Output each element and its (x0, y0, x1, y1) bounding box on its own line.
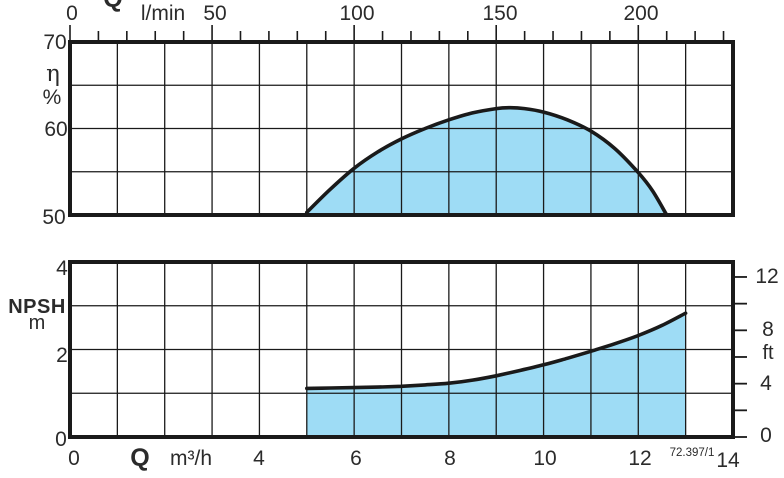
top-axis-quantity-label: Q (103, 0, 122, 12)
eta-symbol-label: η (46, 61, 60, 87)
bottom-axis-tick-10: 10 (533, 447, 557, 470)
bottom-axis-tick-6: 6 (350, 447, 362, 470)
bottom-axis-tick-4: 4 (253, 447, 265, 470)
top-axis-unit-label: l/min (140, 2, 186, 25)
ft-axis-tick-0: 0 (760, 424, 772, 447)
npsh-axis-label: NPSH (8, 296, 66, 318)
bottom-axis-quantity-label: Q (130, 444, 150, 472)
bottom-axis-tick-0: 0 (68, 447, 80, 470)
top-axis-tick-50: 50 (203, 2, 227, 25)
figure-code-annotation: 72.397/1 (669, 447, 715, 459)
eta-axis-tick-50: 50 (42, 206, 66, 229)
ft-axis-tick-8: 8 (762, 318, 774, 341)
top-axis-tick-100: 100 (339, 2, 375, 25)
npsh-axis-tick-4: 4 (56, 257, 68, 280)
bottom-axis-tick-12: 12 (628, 447, 652, 470)
npsh-axis-tick-0: 0 (55, 428, 67, 451)
ft-axis-tick-4: 4 (760, 372, 772, 395)
top-axis-tick-0: 0 (66, 2, 78, 25)
bottom-axis-tick-8: 8 (444, 447, 456, 470)
ft-axis-tick-12: 12 (755, 265, 779, 288)
npsh-unit-label: m (28, 312, 46, 334)
bottom-axis-tick-14: 14 (716, 449, 740, 472)
eta-axis-tick-60: 60 (44, 118, 68, 141)
eta-unit-label: % (42, 86, 62, 109)
ft-axis-unit-label: ft (762, 342, 774, 364)
eta-axis-tick-70: 70 (43, 31, 67, 54)
top-axis-tick-200: 200 (623, 2, 659, 25)
bottom-axis-unit-label: m³/h (170, 447, 212, 470)
top-axis-tick-150: 150 (482, 2, 518, 25)
npsh-axis-tick-2: 2 (56, 344, 68, 367)
